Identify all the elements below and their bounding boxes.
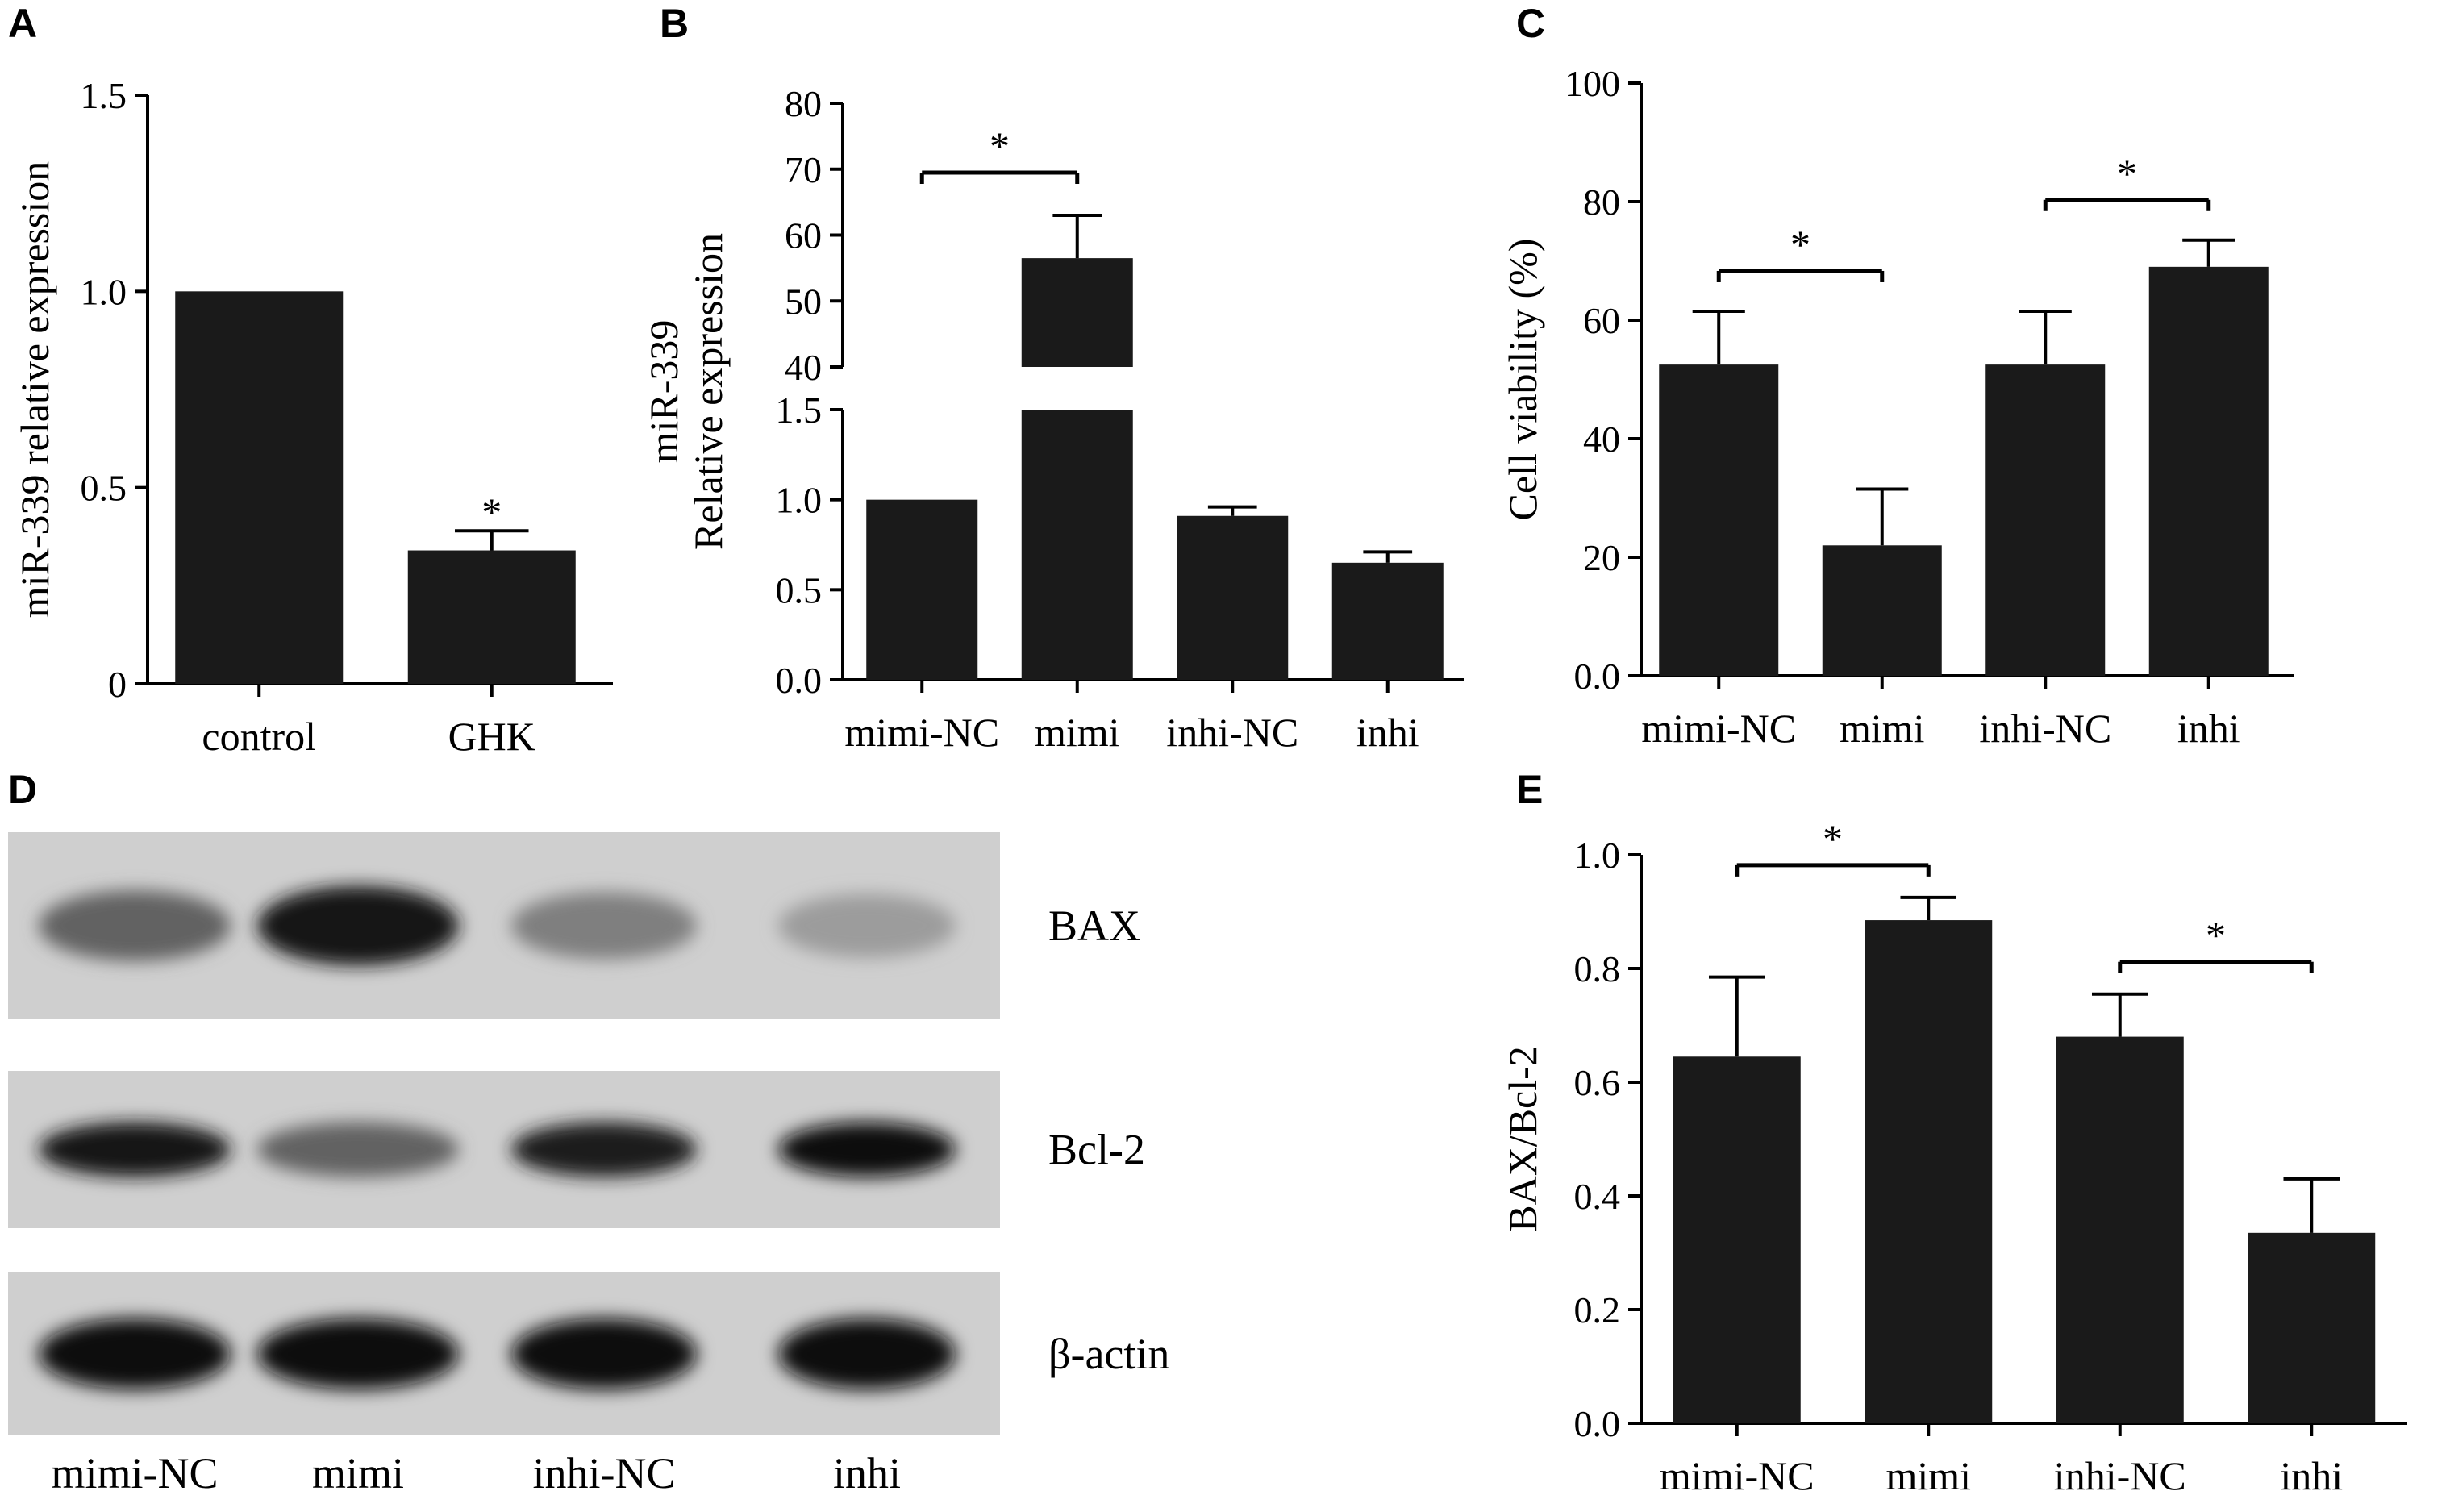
y-tick-label: 0.0 [1574,656,1621,697]
y-tick-label: 50 [785,281,822,322]
y-tick-label: 0.5 [81,468,127,509]
panel-b-chart: 0.0 0.5 1.0 1.540 50 60 70 80 miR-339 Relative ex… [641,83,1464,755]
y-tick-label: 80 [1583,181,1620,223]
panel-letter-d: D [8,767,37,812]
x-tick-label: inhi [2177,706,2240,751]
x-tick-label: inhi-NC [1979,706,2111,751]
x-tick-label: mimi [1885,1453,1971,1498]
blot-band [257,885,459,966]
y-tick-label: 0.0 [776,660,823,701]
bar [2056,1036,2184,1423]
blot-lane-label: mimi-NC [51,1449,218,1497]
y-tick-label: 20 [1583,537,1620,578]
x-tick-label: mimi [1840,706,1925,751]
y-axis-label-line1: miR-339 [641,320,686,464]
y-tick-label: 40 [1583,419,1620,460]
bar [2148,266,2269,676]
panel-letter-a: A [8,1,37,46]
blot-row-label: β-actin [1048,1330,1169,1378]
x-tick-label: inhi-NC [1166,710,1298,755]
x-tick-label: inhi [1356,710,1419,755]
y-tick-label: 0.8 [1574,948,1621,989]
bar [175,291,344,684]
panel-d-western-blot: BAX Bcl-2 β-actin mimi-NC mimi inhi-NC inhi [8,832,1169,1497]
x-tick-label: GHK [448,714,535,759]
bar-lower-segment [1021,410,1133,680]
y-axis-label: BAX/Bcl-2 [1500,1046,1545,1232]
y-tick-label: 0.5 [776,569,823,610]
y-axis-label: miR-339 relative expression [12,161,57,619]
blot-lane-label: inhi-NC [532,1449,675,1497]
bar [866,499,978,680]
significance-star: * [1790,222,1810,267]
significance-star: * [990,123,1010,169]
panel-a-chart: 0 0.5 1.0 1.5 miR-339 relative expression con… [12,75,613,759]
bar [1673,1056,1801,1423]
panel-letter-c: C [1516,1,1545,46]
blot-lane-label: mimi [312,1449,404,1497]
blot-band [39,1318,231,1389]
x-tick-label: control [202,714,316,759]
y-tick-label: 0 [108,664,127,705]
x-tick-label: inhi [2280,1453,2343,1498]
y-tick-label: 1.5 [81,75,127,116]
y-tick-label: 80 [785,83,822,124]
panel-e-chart: 0.0 0.2 0.4 0.6 0.8 1.0 BAX/Bcl-2 mimi-NC mimi in… [1500,816,2407,1498]
y-tick-label: 0.0 [1574,1403,1621,1444]
x-tick-label: mimi-NC [1660,1453,1815,1498]
significance-star: * [481,489,502,535]
blot-row-label: BAX [1048,902,1140,950]
bar [1865,920,1993,1423]
bar [1659,364,1779,676]
panel-letter-b: B [660,1,689,46]
significance-star: * [1823,816,1843,861]
y-tick-label: 1.0 [81,271,127,312]
y-tick-label: 1.5 [776,389,823,431]
y-axis-label-line2: Relative expression [685,233,731,550]
blot-band [257,1318,459,1389]
y-tick-label: 60 [1583,300,1620,341]
bar [1822,545,1942,676]
blot-row-label: Bcl-2 [1048,1126,1145,1174]
bar [1177,515,1289,680]
significance-star: * [2206,913,2226,958]
y-tick-label: 70 [785,149,822,190]
bar [407,550,576,684]
y-tick-label: 0.4 [1574,1176,1621,1217]
panel-letter-e: E [1516,767,1543,812]
y-tick-label: 1.0 [776,480,823,521]
blot-band [511,1318,697,1389]
significance-star: * [2117,151,2137,196]
bar [1985,364,2106,676]
bar [2248,1232,2376,1423]
blot-band [511,892,697,960]
y-tick-label: 1.0 [1574,835,1621,876]
panel-c-chart: 0.0 20 40 60 80 100 Cell viability (%) mimi-NC m… [1500,63,2294,751]
blot-lane-label: inhi [833,1449,901,1497]
blot-band [511,1122,697,1177]
bar-upper-segment [1021,258,1133,367]
x-tick-label: mimi-NC [1641,706,1796,751]
blot-band [39,890,231,961]
y-tick-label: 0.2 [1574,1289,1621,1331]
x-tick-label: mimi-NC [844,710,999,755]
x-tick-label: mimi [1035,710,1120,755]
x-tick-label: inhi-NC [2054,1453,2186,1498]
y-tick-label: 100 [1565,63,1620,104]
blot-band [257,1122,459,1177]
bar [1331,562,1444,680]
y-tick-label: 60 [785,215,822,256]
blot-band [778,1318,956,1389]
y-axis-label: Cell viability (%) [1500,239,1545,521]
blot-band [778,893,956,958]
y-tick-label: 40 [785,347,822,388]
y-tick-label: 0.6 [1574,1062,1621,1103]
blot-band [39,1122,231,1177]
blot-band [778,1122,956,1177]
